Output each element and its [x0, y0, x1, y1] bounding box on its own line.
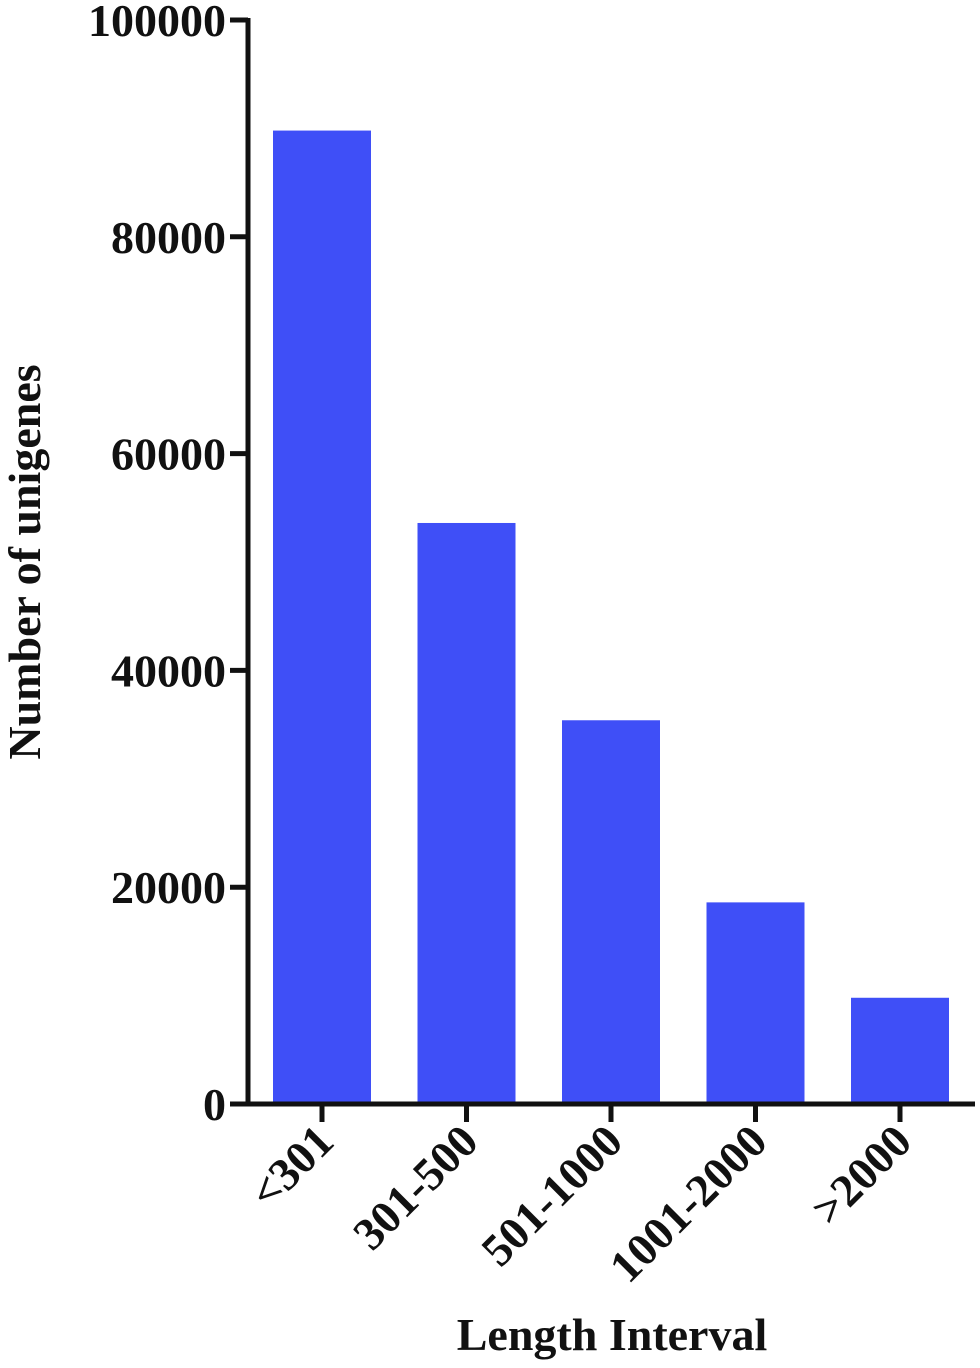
- y-axis-title: Number of unigenes: [0, 364, 50, 759]
- bar-1: [417, 522, 516, 1104]
- y-tick-label: 80000: [111, 212, 226, 263]
- bar-4: [851, 997, 949, 1104]
- y-tick-label: 100000: [88, 0, 226, 46]
- bar-3: [706, 902, 805, 1104]
- bars-group: [273, 130, 949, 1104]
- x-tick-label: 301-500: [343, 1115, 487, 1259]
- y-ticks-group: 0 20000 40000 60000 80000 100000: [88, 0, 248, 1130]
- x-tick-label: <301: [240, 1115, 343, 1218]
- y-tick-label: 0: [203, 1079, 226, 1130]
- y-tick-label: 20000: [111, 862, 226, 913]
- x-axis-title: Length Interval: [457, 1309, 768, 1360]
- bar-0: [273, 130, 371, 1104]
- y-tick-label: 60000: [111, 429, 226, 480]
- x-tick-label: >2000: [801, 1115, 921, 1235]
- bar-2: [562, 720, 660, 1104]
- x-tick-label: 1001-2000: [600, 1115, 777, 1292]
- y-tick-label: 40000: [111, 645, 226, 696]
